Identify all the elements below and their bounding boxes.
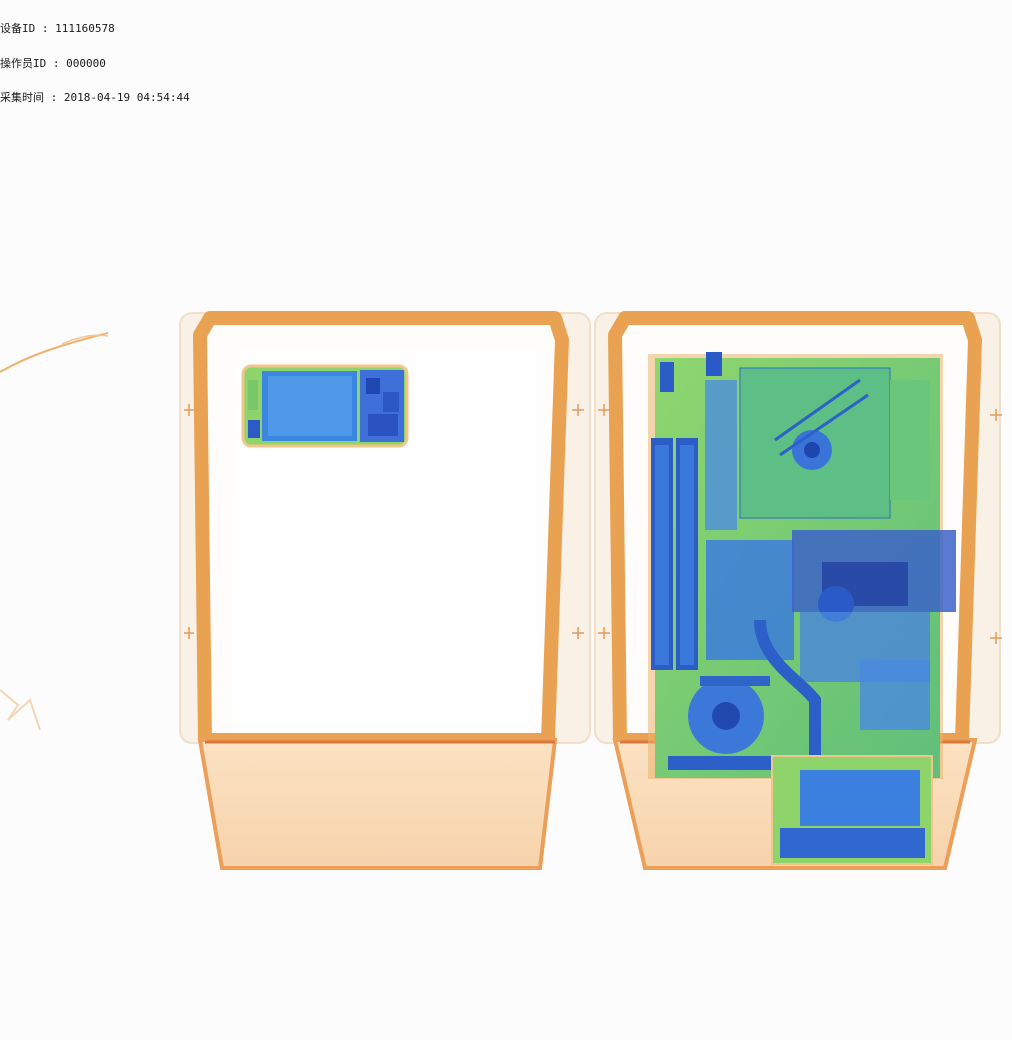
stray-cable [0,332,109,731]
operator-id-label: 操作员ID : 000000 [0,56,106,70]
scan-metadata: 设备ID : 111160578 操作员ID : 000000 采集时间 : 2… [0,0,190,115]
laptop-object [648,352,956,865]
phone-object [241,364,409,448]
capture-time-label: 采集时间 : 2018-04-19 04:54:44 [0,91,190,104]
device-id-label: 设备ID : 111160578 [0,22,115,35]
